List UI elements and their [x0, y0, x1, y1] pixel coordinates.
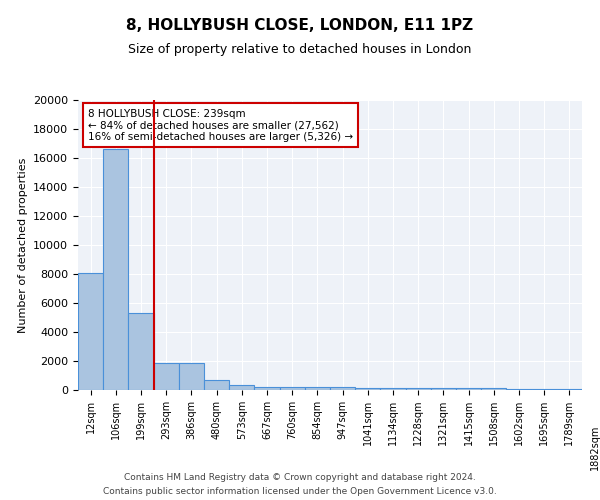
Bar	[456, 388, 481, 390]
Bar	[506, 388, 532, 390]
Bar	[103, 150, 128, 390]
Bar	[330, 388, 355, 390]
Bar	[154, 363, 179, 390]
Bar	[254, 386, 280, 390]
Bar	[355, 388, 380, 390]
Bar	[204, 380, 229, 390]
Bar	[280, 387, 305, 390]
Bar	[532, 388, 557, 390]
Y-axis label: Number of detached properties: Number of detached properties	[17, 158, 28, 332]
Bar	[305, 387, 330, 390]
Bar	[128, 313, 154, 390]
Bar	[481, 388, 506, 390]
Text: Contains public sector information licensed under the Open Government Licence v3: Contains public sector information licen…	[103, 488, 497, 496]
Text: 8, HOLLYBUSH CLOSE, LONDON, E11 1PZ: 8, HOLLYBUSH CLOSE, LONDON, E11 1PZ	[127, 18, 473, 32]
Bar	[431, 388, 456, 390]
Bar	[179, 363, 204, 390]
Text: 1882sqm: 1882sqm	[590, 425, 599, 470]
Text: Contains HM Land Registry data © Crown copyright and database right 2024.: Contains HM Land Registry data © Crown c…	[124, 472, 476, 482]
Text: 8 HOLLYBUSH CLOSE: 239sqm
← 84% of detached houses are smaller (27,562)
16% of s: 8 HOLLYBUSH CLOSE: 239sqm ← 84% of detac…	[88, 108, 353, 142]
Bar	[380, 388, 406, 390]
Bar	[557, 388, 582, 390]
Bar	[229, 386, 254, 390]
Bar	[406, 388, 431, 390]
Bar	[78, 272, 103, 390]
Text: Size of property relative to detached houses in London: Size of property relative to detached ho…	[128, 42, 472, 56]
